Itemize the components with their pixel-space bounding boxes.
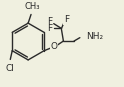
Text: F: F bbox=[64, 15, 69, 24]
Text: F: F bbox=[47, 24, 52, 33]
Text: CH₃: CH₃ bbox=[24, 2, 40, 11]
Text: NH₂: NH₂ bbox=[86, 32, 103, 41]
Text: F: F bbox=[47, 17, 52, 26]
Text: O: O bbox=[50, 42, 57, 51]
Text: Cl: Cl bbox=[6, 64, 15, 73]
